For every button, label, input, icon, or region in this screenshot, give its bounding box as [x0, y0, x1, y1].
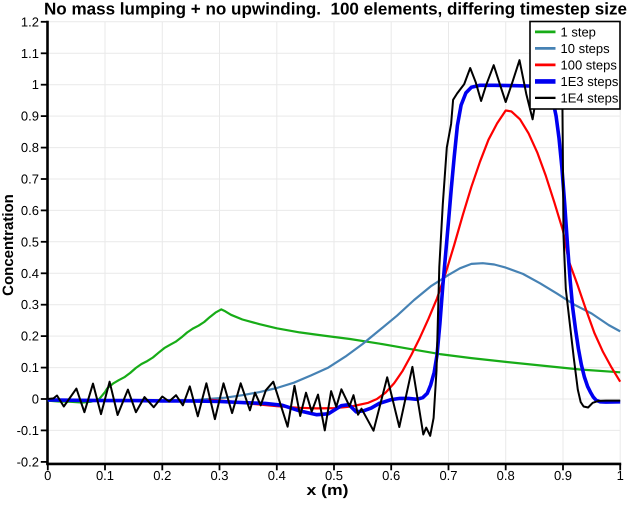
svg-text:0.9: 0.9	[554, 468, 572, 483]
svg-text:0.3: 0.3	[210, 468, 228, 483]
svg-text:0.1: 0.1	[96, 468, 114, 483]
svg-text:0.8: 0.8	[497, 468, 515, 483]
svg-text:0.8: 0.8	[21, 140, 39, 155]
svg-text:1 step: 1 step	[561, 24, 596, 39]
svg-text:Concentration: Concentration	[0, 194, 17, 296]
svg-text:1.1: 1.1	[21, 46, 39, 61]
svg-text:No mass lumping + no upwinding: No mass lumping + no upwinding. 100 elem…	[44, 0, 627, 19]
svg-text:0.1: 0.1	[21, 360, 39, 375]
svg-text:1E4 steps: 1E4 steps	[561, 90, 619, 105]
svg-text:1.2: 1.2	[21, 14, 39, 29]
svg-text:0.5: 0.5	[21, 234, 39, 249]
svg-text:0.3: 0.3	[21, 297, 39, 312]
svg-text:1E3 steps: 1E3 steps	[561, 74, 619, 89]
svg-text:0.9: 0.9	[21, 109, 39, 124]
svg-text:0: 0	[32, 392, 39, 407]
svg-text:x (m): x (m)	[307, 482, 349, 499]
svg-text:0.7: 0.7	[439, 468, 457, 483]
svg-text:0.7: 0.7	[21, 172, 39, 187]
svg-text:10 steps: 10 steps	[561, 41, 611, 56]
svg-text:0.6: 0.6	[21, 203, 39, 218]
svg-text:0.4: 0.4	[21, 266, 39, 281]
svg-text:-0.2: -0.2	[17, 454, 39, 469]
svg-text:0.2: 0.2	[153, 468, 171, 483]
svg-text:0.4: 0.4	[268, 468, 286, 483]
svg-text:-0.1: -0.1	[17, 423, 39, 438]
svg-text:0.6: 0.6	[382, 468, 400, 483]
svg-text:0.5: 0.5	[325, 468, 343, 483]
svg-text:1: 1	[617, 468, 624, 483]
svg-text:0: 0	[44, 468, 51, 483]
svg-text:0.2: 0.2	[21, 329, 39, 344]
svg-text:100 steps: 100 steps	[561, 57, 618, 72]
svg-text:1: 1	[32, 77, 39, 92]
